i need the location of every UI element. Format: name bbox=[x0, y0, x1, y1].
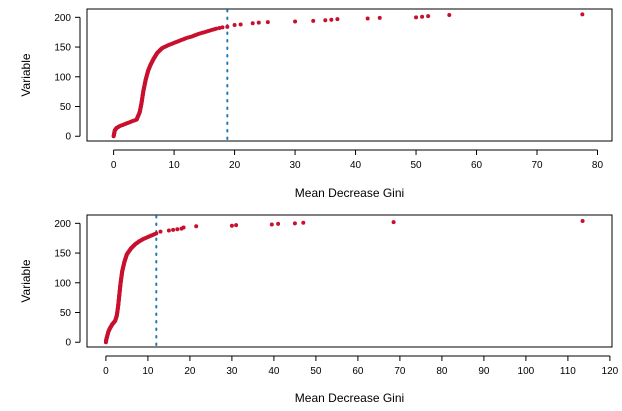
data-point bbox=[580, 12, 585, 17]
x-tick-label: 60 bbox=[352, 366, 364, 377]
data-point bbox=[365, 16, 370, 21]
y-tick-label: 100 bbox=[54, 278, 71, 289]
x-tick-label: 30 bbox=[226, 366, 238, 377]
y-tick-label: 200 bbox=[54, 219, 71, 230]
y-tick-label: 100 bbox=[54, 72, 71, 83]
data-point bbox=[391, 220, 396, 225]
data-point bbox=[225, 24, 230, 29]
data-point bbox=[323, 18, 328, 23]
data-point bbox=[166, 228, 171, 233]
x-tick-label: 70 bbox=[394, 366, 406, 377]
data-point bbox=[414, 15, 419, 20]
data-point bbox=[220, 25, 225, 30]
data-point bbox=[377, 15, 382, 20]
x-tick-label: 30 bbox=[290, 160, 302, 171]
x-tick-label: 60 bbox=[471, 160, 483, 171]
data-point bbox=[250, 21, 255, 26]
x-tick-label: 40 bbox=[268, 366, 280, 377]
x-tick-label: 80 bbox=[592, 160, 604, 171]
data-point bbox=[329, 17, 334, 22]
y-tick-label: 200 bbox=[54, 13, 71, 24]
x-tick-label: 10 bbox=[142, 366, 154, 377]
x-tick-label: 0 bbox=[111, 160, 117, 171]
data-point bbox=[171, 227, 176, 232]
y-axis-title: Variable bbox=[19, 53, 33, 96]
data-point bbox=[293, 19, 298, 24]
y-tick-label: 0 bbox=[65, 338, 71, 349]
x-axis-title: Mean Decrease Gini bbox=[295, 391, 404, 405]
x-tick-label: 10 bbox=[169, 160, 181, 171]
data-point bbox=[256, 20, 261, 25]
x-tick-label: 20 bbox=[229, 160, 241, 171]
x-tick-label: 0 bbox=[103, 366, 109, 377]
y-tick-label: 50 bbox=[60, 308, 72, 319]
y-tick-label: 150 bbox=[54, 43, 71, 54]
data-point bbox=[194, 224, 199, 229]
data-point bbox=[420, 14, 425, 19]
x-tick-label: 90 bbox=[478, 366, 490, 377]
data-point bbox=[154, 231, 159, 236]
data-point bbox=[426, 14, 431, 19]
x-tick-label: 70 bbox=[531, 160, 543, 171]
x-tick-label: 50 bbox=[410, 160, 422, 171]
panel-bottom: 0 10 20 30 40 50 60 70 80 90 100 110 120 0 50 100 150 200… bbox=[19, 214, 619, 405]
x-tick-label: 20 bbox=[184, 366, 196, 377]
x-tick-label: 100 bbox=[518, 366, 535, 377]
x-axis-title: Mean Decrease Gini bbox=[295, 186, 404, 200]
x-tick-label: 110 bbox=[560, 366, 576, 377]
data-point bbox=[580, 218, 585, 223]
plot-frame bbox=[86, 8, 613, 142]
data-point bbox=[447, 12, 452, 17]
data-point bbox=[238, 22, 243, 27]
x-tick-label: 80 bbox=[436, 366, 448, 377]
data-point bbox=[175, 227, 180, 232]
y-tick-label: 50 bbox=[60, 102, 72, 113]
y-tick-label: 0 bbox=[65, 132, 71, 143]
data-point bbox=[335, 17, 340, 22]
data-point bbox=[214, 26, 219, 31]
y-axis-title: Variable bbox=[19, 259, 33, 302]
data-point bbox=[232, 23, 237, 28]
data-point bbox=[292, 221, 297, 226]
plot-frame bbox=[86, 214, 613, 348]
data-point bbox=[301, 220, 306, 225]
data-point bbox=[158, 229, 163, 234]
data-point bbox=[265, 20, 270, 25]
data-point bbox=[234, 223, 239, 228]
data-point bbox=[181, 225, 186, 230]
x-tick-label: 120 bbox=[602, 366, 619, 377]
x-tick-label: 50 bbox=[310, 366, 322, 377]
x-tick-label: 40 bbox=[350, 160, 362, 171]
data-point bbox=[269, 222, 274, 227]
panel-top: 0 10 20 30 40 50 60 70 80 0 50 100 150 200 Mean Decrea… bbox=[19, 8, 613, 200]
data-point bbox=[276, 221, 281, 226]
data-point bbox=[217, 26, 222, 31]
y-tick-label: 150 bbox=[54, 249, 71, 260]
data-point bbox=[229, 223, 234, 228]
data-point bbox=[311, 18, 316, 23]
